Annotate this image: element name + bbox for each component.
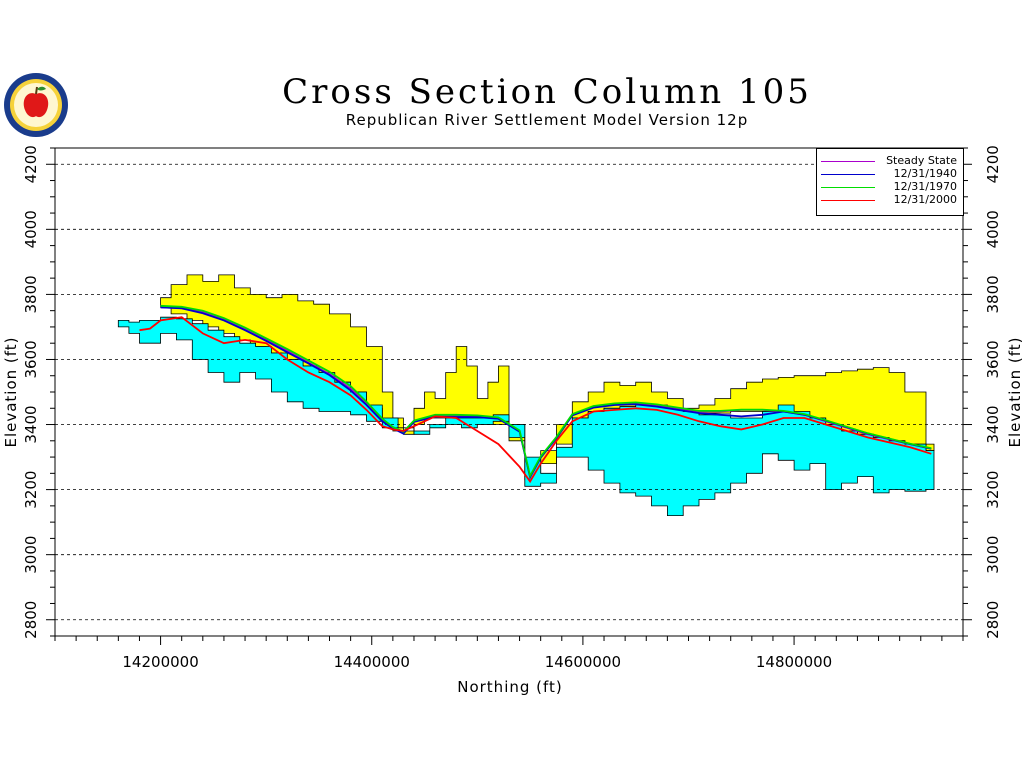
chart-subtitle: Republican River Settlement Model Versio… [345,111,749,129]
y-tick-label: 3000 [22,536,40,574]
legend-label: 12/31/1970 [893,180,957,193]
legend-swatch [821,200,875,201]
x-tick-label: 14400000 [334,653,410,671]
series-line [160,304,932,479]
x-tick-label: 14600000 [545,653,621,671]
y-tick-label: 3200 [22,471,40,509]
x-axis-label: Northing (ft) [457,678,563,696]
series-lines [139,304,932,484]
legend-item: 12/31/2000 [821,193,961,207]
y-tick-label: 3400 [22,405,40,443]
legend-item: 12/31/1940 [821,167,961,181]
y-tick-label: 3400 [984,405,1002,443]
layer-area [160,274,935,481]
y-axis-label-right: Elevation (ft) [1006,336,1024,447]
y-tick-label: 3600 [984,340,1002,378]
y-tick-label: 4000 [984,210,1002,248]
legend: Steady State 12/31/1940 12/31/1970 12/31… [816,148,964,216]
legend-label: 12/31/2000 [893,193,957,206]
y-tick-label: 2800 [984,601,1002,639]
axes: 14200000 14400000 14600000 14800000 2800 2800… [22,145,1002,671]
x-tick-label: 14800000 [756,653,832,671]
y-tick-label: 4000 [22,210,40,248]
grid-lines [55,163,963,621]
chart-title: Cross Section Column 105 [282,72,812,112]
legend-swatch [821,174,875,175]
layer-areas [117,274,935,516]
legend-label: 12/31/1940 [893,167,957,180]
y-tick-label: 4200 [22,145,40,183]
y-tick-label: 3800 [22,275,40,313]
y-tick-label: 3200 [984,471,1002,509]
y-tick-label: 3000 [984,536,1002,574]
y-tick-label: 3800 [984,275,1002,313]
legend-swatch [821,161,875,162]
y-axis-label-left: Elevation (ft) [2,336,20,447]
y-tick-label: 3600 [22,340,40,378]
series-line [139,316,932,484]
legend-label: Steady State [886,154,957,167]
legend-item: 12/31/1970 [821,180,961,194]
agency-seal-logo [3,72,69,138]
x-tick-label: 14200000 [122,653,198,671]
legend-item: Steady State [821,154,961,168]
y-tick-label: 4200 [984,145,1002,183]
legend-swatch [821,187,875,188]
y-tick-label: 2800 [22,601,40,639]
